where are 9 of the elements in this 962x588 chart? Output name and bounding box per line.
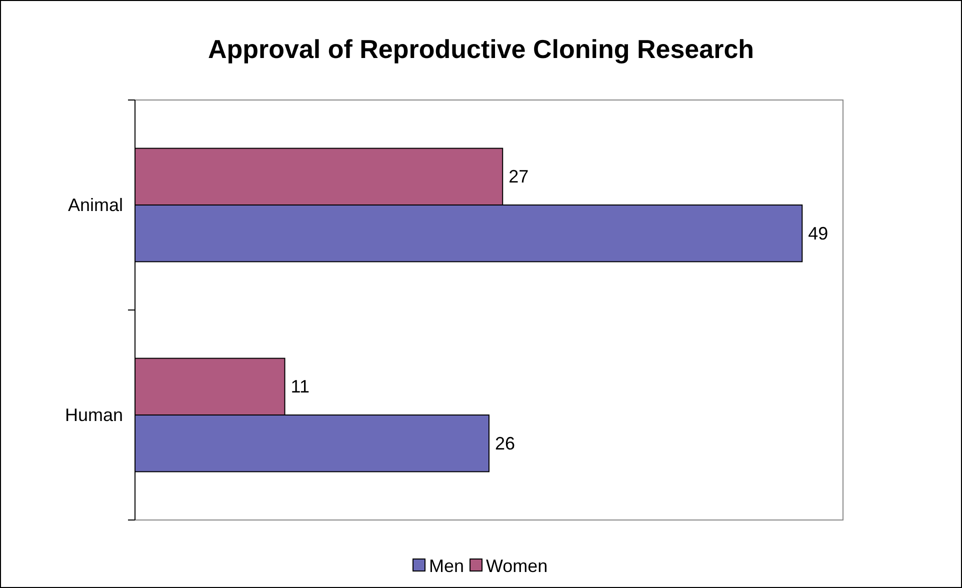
data-label: 11: [290, 376, 310, 397]
data-label: 27: [508, 166, 529, 187]
y-tick-label: Human: [64, 405, 123, 425]
data-label: 49: [808, 223, 828, 244]
legend-label: Women: [486, 556, 548, 576]
y-tick-label: Animal: [68, 195, 123, 215]
chart-title: Approval of Reproductive Cloning Research: [208, 34, 754, 64]
legend-label: Men: [429, 556, 464, 576]
data-label: 26: [495, 433, 516, 454]
